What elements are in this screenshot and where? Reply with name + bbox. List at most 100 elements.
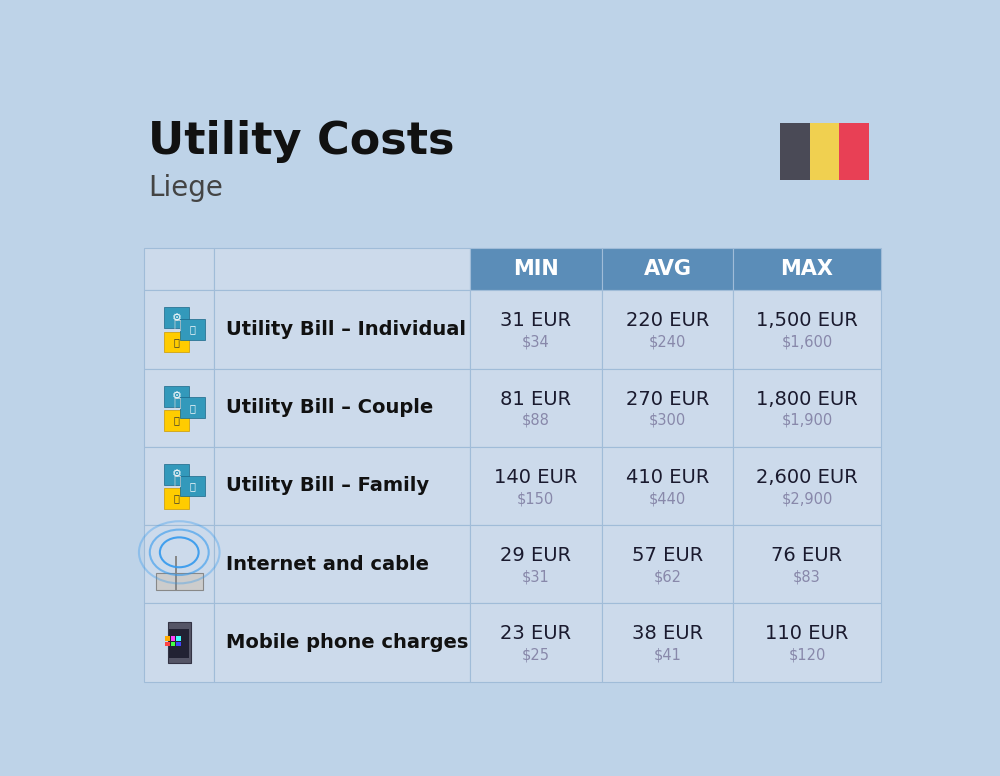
Bar: [733, 369, 881, 447]
Text: Liege: Liege: [148, 174, 223, 202]
Text: 220 EUR: 220 EUR: [626, 311, 709, 331]
Text: 🔌: 🔌: [174, 415, 180, 425]
Bar: [214, 369, 470, 447]
Text: $300: $300: [649, 413, 686, 428]
Bar: [144, 369, 214, 447]
Bar: [602, 447, 733, 525]
FancyBboxPatch shape: [780, 123, 810, 180]
Bar: [180, 476, 205, 497]
Bar: [175, 556, 177, 590]
Bar: [180, 397, 205, 418]
Bar: [602, 369, 733, 447]
FancyBboxPatch shape: [839, 123, 869, 180]
Bar: [214, 248, 470, 290]
Bar: [144, 248, 214, 290]
Text: ⚙: ⚙: [172, 391, 182, 401]
Text: 270 EUR: 270 EUR: [626, 390, 709, 409]
Bar: [602, 290, 733, 369]
Text: ⚙: ⚙: [172, 313, 182, 323]
Bar: [470, 248, 602, 290]
Text: 🧍: 🧍: [173, 397, 181, 410]
Bar: [144, 447, 214, 525]
Bar: [144, 525, 214, 604]
Text: $88: $88: [522, 413, 550, 428]
Bar: [470, 369, 602, 447]
Bar: [214, 447, 470, 525]
Text: Utility Bill – Couple: Utility Bill – Couple: [226, 398, 433, 417]
Text: MAX: MAX: [780, 259, 834, 279]
Bar: [733, 248, 881, 290]
Text: $2,900: $2,900: [781, 491, 833, 506]
Bar: [180, 319, 205, 340]
Bar: [144, 604, 214, 681]
Bar: [470, 447, 602, 525]
Bar: [214, 525, 470, 604]
Text: 🧍: 🧍: [173, 476, 181, 488]
Text: 💧: 💧: [190, 481, 196, 491]
Text: 110 EUR: 110 EUR: [765, 625, 849, 643]
Text: Utility Costs: Utility Costs: [148, 120, 455, 163]
Bar: [169, 629, 189, 658]
Text: 140 EUR: 140 EUR: [494, 468, 577, 487]
Bar: [156, 573, 202, 590]
Bar: [470, 290, 602, 369]
Text: 81 EUR: 81 EUR: [500, 390, 571, 409]
Text: $83: $83: [793, 570, 821, 584]
Bar: [164, 464, 189, 485]
Text: 76 EUR: 76 EUR: [771, 546, 843, 565]
Text: $440: $440: [649, 491, 686, 506]
Bar: [171, 636, 175, 641]
Bar: [164, 386, 189, 407]
Text: Mobile phone charges: Mobile phone charges: [226, 633, 468, 652]
Text: 💧: 💧: [190, 324, 196, 334]
Text: 31 EUR: 31 EUR: [500, 311, 571, 331]
Bar: [602, 604, 733, 681]
Bar: [214, 604, 470, 681]
Text: Utility Bill – Individual: Utility Bill – Individual: [226, 320, 466, 339]
Text: 1,800 EUR: 1,800 EUR: [756, 390, 858, 409]
Bar: [164, 331, 189, 352]
Bar: [176, 636, 181, 641]
Text: $1,600: $1,600: [781, 334, 833, 349]
Text: 🧍: 🧍: [173, 319, 181, 332]
Text: Internet and cable: Internet and cable: [226, 555, 429, 573]
Text: 38 EUR: 38 EUR: [632, 625, 703, 643]
Bar: [168, 622, 191, 663]
Text: 29 EUR: 29 EUR: [500, 546, 571, 565]
Text: 410 EUR: 410 EUR: [626, 468, 709, 487]
Text: $62: $62: [654, 570, 682, 584]
Bar: [470, 525, 602, 604]
Text: $1,900: $1,900: [781, 413, 833, 428]
Text: 23 EUR: 23 EUR: [500, 625, 571, 643]
Bar: [733, 604, 881, 681]
Bar: [176, 642, 181, 646]
Text: $120: $120: [788, 647, 826, 663]
Bar: [602, 248, 733, 290]
Bar: [144, 290, 214, 369]
Text: $34: $34: [522, 334, 550, 349]
Bar: [470, 604, 602, 681]
Text: 2,600 EUR: 2,600 EUR: [756, 468, 858, 487]
Bar: [733, 290, 881, 369]
Text: $240: $240: [649, 334, 686, 349]
Text: $31: $31: [522, 570, 550, 584]
Bar: [171, 642, 175, 646]
Bar: [733, 447, 881, 525]
Text: 🔌: 🔌: [174, 494, 180, 504]
Text: Utility Bill – Family: Utility Bill – Family: [226, 476, 429, 496]
Bar: [733, 525, 881, 604]
Text: 🔌: 🔌: [174, 337, 180, 347]
Text: ⚙: ⚙: [172, 469, 182, 480]
Bar: [602, 525, 733, 604]
Bar: [164, 488, 189, 509]
Bar: [164, 307, 189, 328]
Text: 57 EUR: 57 EUR: [632, 546, 703, 565]
Bar: [214, 290, 470, 369]
Text: AVG: AVG: [644, 259, 692, 279]
Bar: [164, 410, 189, 431]
Bar: [165, 636, 170, 641]
Text: 💧: 💧: [190, 403, 196, 413]
Text: $150: $150: [517, 491, 554, 506]
Text: $41: $41: [654, 647, 681, 663]
Text: $25: $25: [522, 647, 550, 663]
